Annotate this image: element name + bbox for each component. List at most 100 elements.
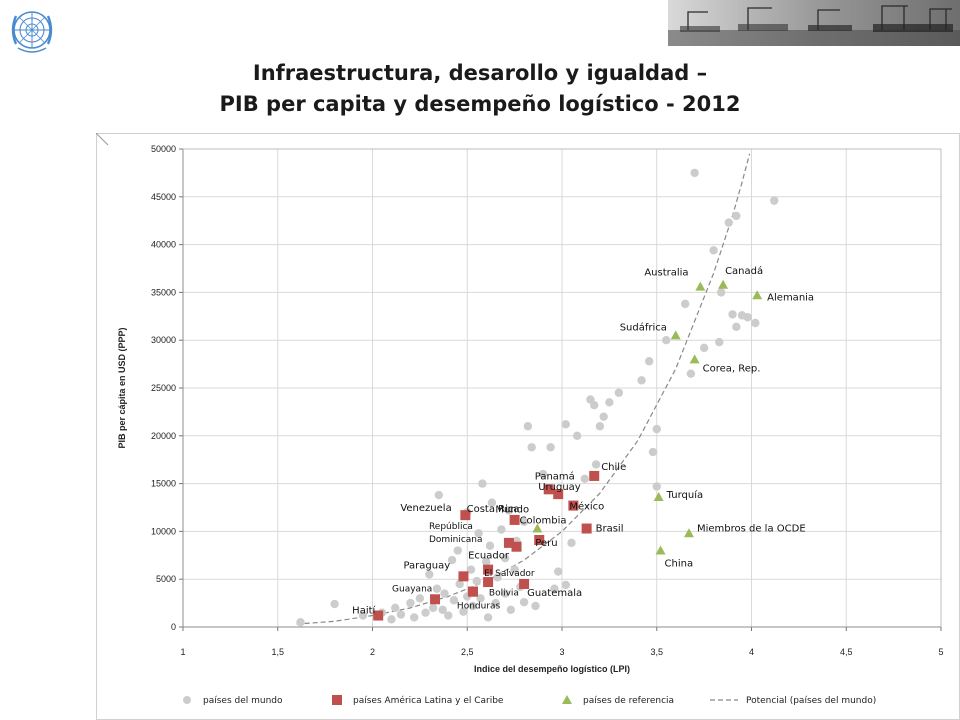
latam-point	[467, 586, 478, 597]
world-point	[493, 573, 502, 582]
y-tick-label: 45000	[151, 192, 176, 202]
world-point	[459, 607, 468, 616]
world-point	[743, 313, 752, 322]
latam-point	[534, 535, 545, 546]
latam-point	[553, 489, 564, 500]
chart-title-line-1: Infraestructura, desarollo y igualdad –	[252, 61, 708, 85]
world-point	[728, 310, 737, 319]
world-point	[648, 447, 658, 457]
point-label: Turquía	[666, 489, 703, 501]
chart-title-line-2: PIB per capita y desempeño logístico - 2…	[219, 92, 741, 116]
x-tick-label: 2	[370, 647, 375, 657]
x-tick-label: 5	[938, 647, 943, 657]
point-label: Peru	[535, 538, 557, 549]
world-point	[595, 422, 605, 431]
point-label: Paraguay	[403, 560, 450, 571]
world-point	[732, 211, 741, 221]
x-tick-label: 1,5	[271, 647, 284, 657]
legend-world-marker	[183, 696, 191, 704]
legend-label: países del mundo	[203, 696, 283, 706]
world-point	[531, 601, 540, 611]
legend-label: Potencial (países del mundo)	[746, 696, 876, 706]
world-point	[472, 576, 481, 586]
point-label: Bolivia	[489, 589, 519, 599]
potential-trend-line	[296, 153, 751, 625]
legend-latam-marker	[332, 695, 342, 705]
y-tick-label: 15000	[151, 479, 176, 489]
world-point	[614, 388, 624, 397]
world-point	[519, 517, 529, 527]
latam-point	[460, 510, 471, 521]
world-point	[732, 322, 741, 332]
world-point	[546, 443, 555, 452]
world-point	[396, 610, 406, 619]
legend-label: países América Latina y el Caribe	[353, 695, 504, 706]
latam-point	[543, 484, 554, 495]
point-label: Honduras	[457, 602, 501, 612]
y-tick-label: 30000	[151, 335, 176, 345]
world-point	[449, 596, 459, 605]
x-tick-label: 4,5	[840, 647, 853, 657]
y-tick-label: 10000	[151, 526, 176, 536]
latam-point	[568, 500, 579, 511]
point-label: Sudáfrica	[620, 321, 667, 333]
world-point	[572, 431, 582, 440]
world-point	[474, 529, 483, 538]
world-point	[330, 599, 339, 609]
world-point	[680, 299, 690, 309]
latam-point	[519, 578, 530, 589]
world-point	[453, 546, 462, 555]
chart-corner-mark	[96, 133, 109, 146]
latam-point	[509, 514, 520, 525]
world-point	[440, 589, 449, 598]
world-point	[476, 594, 485, 603]
world-point	[491, 598, 500, 608]
world-point	[447, 555, 457, 565]
x-tick-label: 1	[180, 647, 185, 657]
legend-reference-marker	[562, 695, 572, 704]
world-point	[652, 482, 661, 491]
chart: 1 1,5 2 2,5 3 3,5 4 4,5 5 0 5000 10000 15000 20000 250…	[96, 133, 960, 720]
latam-point	[483, 577, 494, 588]
world-point	[487, 498, 497, 507]
world-point	[662, 336, 671, 345]
world-point	[686, 369, 696, 378]
x-tick-label: 2,5	[461, 647, 474, 657]
x-axis-label: Indice del desempeño logístico (LPI)	[474, 664, 630, 674]
reference-point	[670, 330, 681, 340]
point-label: República	[429, 522, 473, 532]
world-point	[506, 605, 516, 614]
latam-point	[503, 537, 514, 548]
y-tick-label: 35000	[151, 287, 176, 297]
reference-point	[653, 491, 664, 501]
world-point	[561, 420, 570, 429]
world-point	[409, 613, 419, 622]
world-point	[527, 443, 536, 452]
world-point	[550, 584, 559, 593]
world-point	[485, 541, 495, 550]
point-label: Corea, Rep.	[703, 363, 761, 374]
world-point	[538, 469, 548, 479]
y-tick-label: 40000	[151, 240, 176, 250]
world-point	[699, 343, 709, 353]
y-tick-label: 20000	[151, 431, 176, 441]
world-point	[561, 580, 570, 590]
point-label: Panamá	[535, 470, 575, 482]
world-point	[690, 168, 699, 178]
world-point	[387, 615, 396, 624]
world-point	[567, 538, 576, 548]
legend: países del mundo países América Latina y …	[183, 695, 876, 706]
world-point	[590, 401, 599, 410]
world-point	[391, 603, 400, 613]
world-point	[709, 246, 718, 255]
axes: 1 1,5 2 2,5 3 3,5 4 4,5 5 0 5000 10000 15000 20000 250…	[117, 144, 944, 674]
reference-point	[752, 290, 763, 300]
latam-point	[483, 564, 494, 575]
world-point	[716, 288, 726, 297]
reference-point	[655, 545, 666, 555]
world-point	[482, 557, 491, 567]
world-point	[455, 579, 464, 589]
reference-point	[683, 528, 694, 538]
point-label: El Salvador	[484, 569, 535, 579]
point-label: Dominicana	[429, 535, 483, 545]
